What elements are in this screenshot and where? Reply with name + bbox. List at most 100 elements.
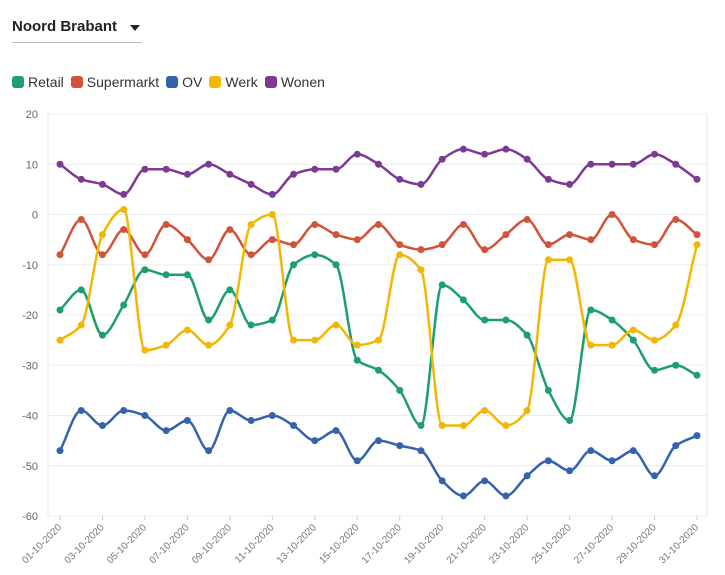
data-point-wonen (226, 170, 234, 178)
y-tick-label: 20 (26, 109, 38, 121)
data-point-wonen (438, 155, 446, 163)
data-point-wonen (247, 180, 255, 188)
data-point-ov (587, 447, 595, 455)
data-point-wonen (311, 165, 319, 173)
legend-item-supermarkt[interactable]: Supermarkt (70, 74, 159, 90)
legend-item-ov[interactable]: OV (166, 74, 202, 90)
data-point-retail (332, 261, 340, 269)
data-point-werk (587, 341, 595, 349)
data-point-wonen (566, 180, 574, 188)
data-point-wonen (544, 175, 552, 183)
data-point-werk (375, 336, 382, 344)
data-point-werk (247, 221, 255, 229)
x-tick-label: 05-10-2020 (105, 522, 149, 566)
data-point-ov (651, 472, 659, 480)
legend-item-werk[interactable]: Werk (209, 74, 258, 90)
data-point-supermarkt (375, 221, 382, 229)
data-point-werk (417, 266, 425, 274)
data-point-werk (268, 211, 276, 218)
data-point-wonen (608, 160, 616, 168)
data-point-retail (629, 336, 637, 344)
data-point-werk (502, 422, 510, 430)
data-point-retail (544, 386, 552, 394)
data-point-retail (162, 271, 170, 279)
x-tick-label: 31-10-2020 (657, 522, 701, 566)
data-point-werk (672, 321, 680, 329)
data-point-supermarkt (268, 236, 276, 244)
data-point-supermarkt (438, 241, 446, 249)
data-point-ov (544, 457, 552, 465)
data-point-wonen (162, 165, 170, 173)
data-point-retail (56, 306, 64, 314)
data-point-supermarkt (396, 241, 404, 249)
data-point-retail (183, 271, 191, 279)
data-point-supermarkt (672, 216, 680, 224)
data-point-ov (566, 467, 574, 475)
data-point-supermarkt (481, 246, 489, 254)
legend-swatch (209, 76, 222, 88)
data-point-werk (438, 422, 446, 430)
data-point-supermarkt (353, 236, 361, 244)
legend-swatch (264, 76, 277, 88)
y-tick-label: -40 (22, 411, 38, 423)
x-tick-label: 17-10-2020 (360, 522, 404, 566)
legend-item-retail[interactable]: Retail (12, 74, 64, 90)
data-point-supermarkt (311, 221, 319, 229)
data-point-ov (502, 492, 510, 500)
x-tick-label: 07-10-2020 (148, 522, 192, 566)
data-point-wonen (459, 145, 467, 153)
legend-label: OV (182, 74, 203, 90)
legend-item-wonen[interactable]: Wonen (264, 74, 325, 90)
data-point-ov (290, 422, 298, 430)
data-point-supermarkt (587, 236, 595, 244)
data-point-ov (481, 477, 489, 485)
data-point-retail (417, 422, 425, 430)
data-point-supermarkt (693, 231, 701, 239)
data-point-werk (226, 321, 234, 329)
data-point-ov (183, 417, 191, 425)
data-point-supermarkt (544, 241, 552, 249)
data-point-wonen (56, 160, 64, 168)
data-point-supermarkt (417, 246, 425, 254)
data-point-werk (629, 326, 637, 334)
data-point-werk (332, 321, 340, 329)
legend-label: Werk (225, 74, 258, 90)
data-point-wonen (481, 150, 489, 158)
data-point-retail (353, 356, 361, 364)
data-point-retail (268, 316, 276, 324)
data-point-wonen (417, 180, 425, 188)
data-point-supermarkt (332, 231, 340, 239)
x-tick-label: 29-10-2020 (615, 522, 659, 566)
data-point-supermarkt (162, 221, 170, 229)
data-point-wonen (693, 175, 701, 183)
data-point-supermarkt (523, 216, 531, 224)
data-point-supermarkt (120, 226, 128, 234)
y-tick-label: -30 (22, 360, 38, 372)
data-point-retail (608, 316, 616, 324)
data-point-ov (98, 422, 106, 430)
chevron-down-icon[interactable] (130, 25, 140, 31)
data-point-wonen (98, 180, 106, 188)
data-point-supermarkt (205, 256, 213, 264)
data-point-retail (481, 316, 489, 324)
x-tick-label: 21-10-2020 (445, 522, 489, 566)
x-tick-label: 19-10-2020 (402, 522, 446, 566)
series-line-ov (58, 409, 698, 498)
data-point-werk (608, 341, 616, 349)
data-point-werk (290, 336, 298, 344)
data-point-supermarkt (226, 226, 234, 234)
data-point-werk (311, 336, 319, 344)
data-point-retail (375, 366, 382, 374)
legend-swatch (12, 76, 24, 88)
data-point-ov (56, 447, 64, 455)
data-point-wonen (141, 165, 149, 173)
data-point-wonen (290, 170, 298, 178)
x-tick-label: 23-10-2020 (487, 522, 531, 566)
data-point-ov (629, 447, 637, 455)
legend-label: Retail (28, 74, 64, 90)
data-point-retail (396, 386, 404, 394)
data-point-supermarkt (629, 236, 637, 244)
data-point-ov (226, 406, 234, 414)
region-dropdown[interactable]: Noord Brabant (12, 12, 142, 43)
data-point-werk (205, 341, 213, 349)
